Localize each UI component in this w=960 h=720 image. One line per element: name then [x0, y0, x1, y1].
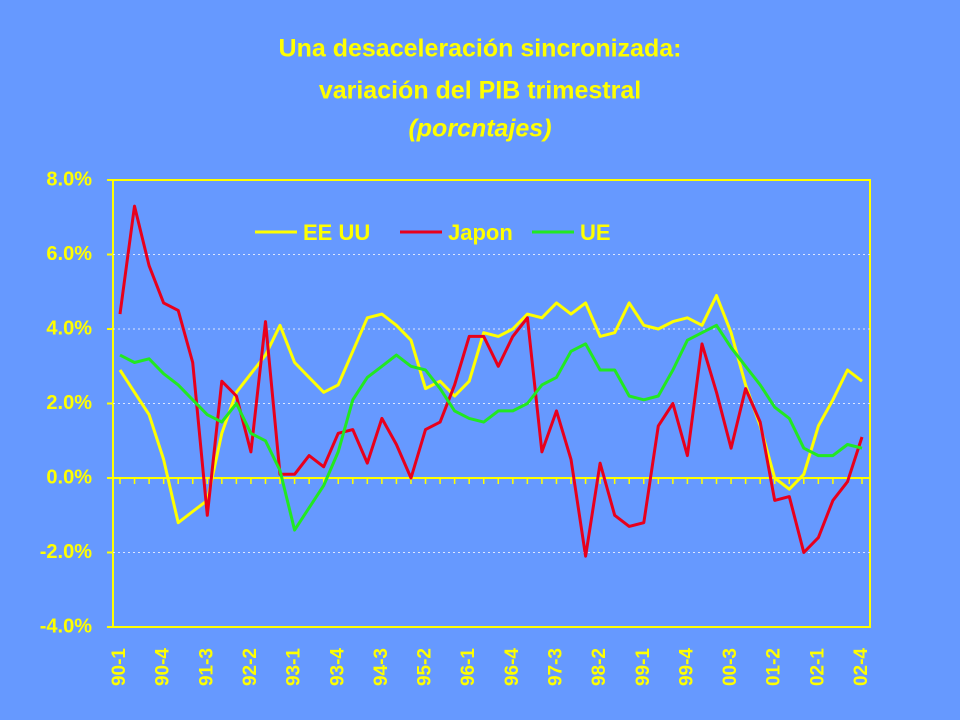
y-tick-label: -2.0%	[40, 541, 92, 563]
x-tick-label: 90-4	[153, 648, 174, 686]
x-tick-label: 96-1	[458, 648, 479, 686]
x-tick-label: 01-2	[764, 648, 785, 686]
x-tick-label: 02-4	[851, 648, 872, 686]
chart-title: Una desaceleración sincronizada:	[279, 35, 682, 63]
y-tick-label: 2.0%	[46, 392, 92, 414]
x-tick-label: 02-1	[807, 648, 828, 686]
y-tick-label: 6.0%	[46, 243, 92, 265]
y-tick-label: 4.0%	[46, 317, 92, 339]
x-tick-label: 99-4	[676, 648, 697, 686]
y-tick-label: -4.0%	[40, 615, 92, 637]
x-tick-label: 93-4	[327, 648, 348, 686]
x-tick-label: 00-3	[720, 648, 741, 686]
legend-label: EE UU	[303, 220, 370, 245]
x-tick-label: 99-1	[633, 648, 654, 686]
y-tick-label: 8.0%	[46, 168, 92, 190]
x-tick-label: 95-2	[415, 648, 436, 686]
chart-subtitle: (porcntajes)	[408, 115, 551, 143]
chart-title: variación del PIB trimestral	[319, 77, 641, 105]
x-tick-label: 98-2	[589, 648, 610, 686]
series-line	[119, 323, 863, 532]
y-tick-label: 0.0%	[46, 466, 92, 488]
legend-label: UE	[580, 220, 611, 245]
x-tick-label: 96-4	[502, 648, 523, 686]
x-tick-label: 94-3	[371, 648, 392, 686]
x-tick-label: 97-3	[545, 648, 566, 686]
legend-label: Japon	[448, 220, 513, 245]
x-tick-label: 90-1	[109, 648, 130, 686]
x-tick-label: 92-2	[240, 648, 261, 686]
x-tick-label: 93-1	[284, 648, 305, 686]
series-line	[118, 204, 864, 558]
x-tick-label: 91-3	[196, 648, 217, 686]
